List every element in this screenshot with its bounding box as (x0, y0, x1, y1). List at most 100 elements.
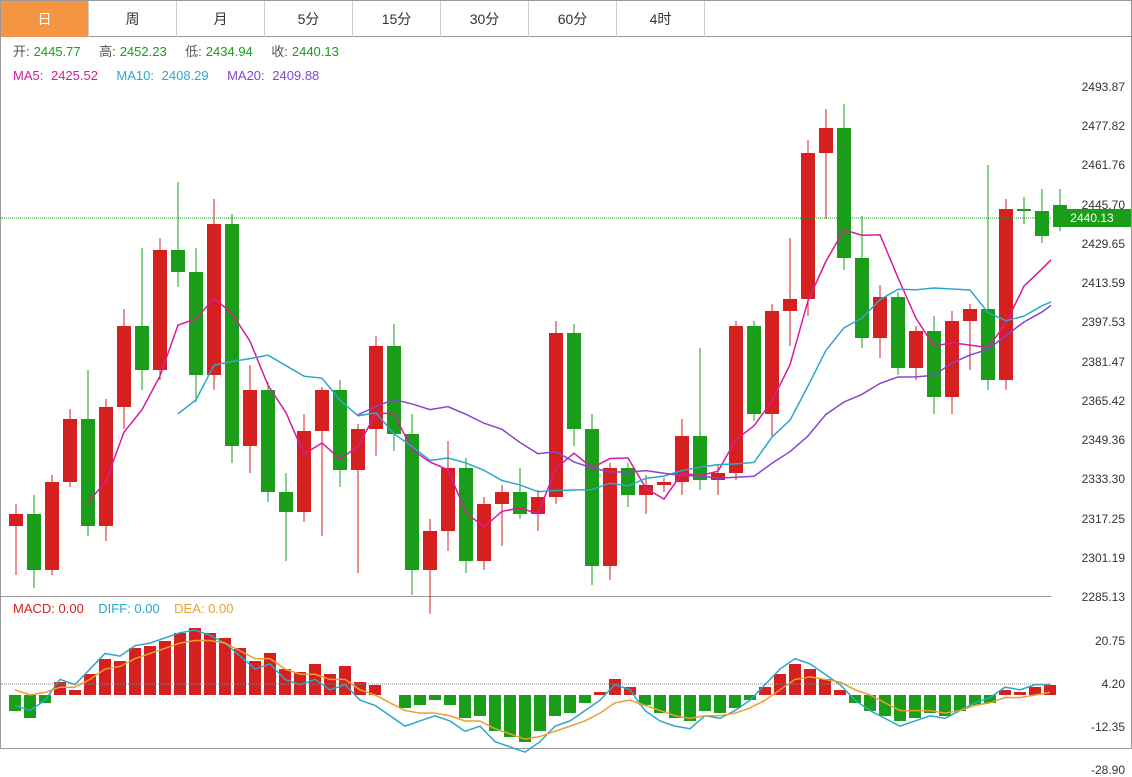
macd-bar (279, 669, 291, 695)
timeframe-tabs: 日周月5分15分30分60分4时 (1, 1, 1131, 37)
macd-bar (714, 695, 726, 713)
macd-bar (774, 674, 786, 695)
dea-value: 0.00 (208, 601, 233, 616)
ohlc-row: 开:2445.77 高:2452.23 低:2434.94 收:2440.13 (1, 37, 1131, 64)
candle (99, 87, 113, 597)
macd-bar (414, 695, 426, 705)
macd-bar (264, 653, 276, 695)
candle (315, 87, 329, 597)
macd-label: MACD: (13, 601, 55, 616)
macd-bar (99, 659, 111, 695)
candle (387, 87, 401, 597)
candle (999, 87, 1013, 597)
macd-row: MACD: 0.00 DIFF: 0.00 DEA: 0.00 (1, 597, 1131, 620)
candle (63, 87, 77, 597)
candle (891, 87, 905, 597)
y-tick: 2301.19 (1082, 551, 1125, 565)
macd-bar (789, 664, 801, 695)
candle (819, 87, 833, 597)
candle-area (9, 87, 1051, 596)
candle (1035, 87, 1049, 597)
tab-周[interactable]: 周 (89, 1, 177, 37)
ma20-value: 2409.88 (272, 68, 319, 83)
candle (495, 87, 509, 597)
current-price-tag: 2440.13 (1053, 209, 1131, 227)
candle (603, 87, 617, 597)
tab-4时[interactable]: 4时 (617, 1, 705, 37)
candle (981, 87, 995, 597)
macd-bar (579, 695, 591, 703)
macd-bar (309, 664, 321, 695)
y-tick: 2461.76 (1082, 158, 1125, 172)
macd-bar (429, 695, 441, 700)
tab-5分[interactable]: 5分 (265, 1, 353, 37)
ma-row: MA5: 2425.52 MA10: 2408.29 MA20: 2409.88 (1, 64, 1131, 87)
macd-bar (969, 695, 981, 705)
candle (801, 87, 815, 597)
candle (333, 87, 347, 597)
macd-bar (369, 685, 381, 695)
candle (909, 87, 923, 597)
candle (297, 87, 311, 597)
open-value: 2445.77 (34, 44, 81, 59)
tab-日[interactable]: 日 (1, 1, 89, 37)
tab-15分[interactable]: 15分 (353, 1, 441, 37)
macd-bar (9, 695, 21, 711)
candle (9, 87, 23, 597)
macd-bar (189, 628, 201, 695)
macd-bar (564, 695, 576, 713)
candle (207, 87, 221, 597)
candle (549, 87, 563, 597)
macd-y-tick: 20.75 (1095, 634, 1125, 648)
low-label: 低: (185, 44, 202, 59)
macd-bar (924, 695, 936, 713)
macd-bar (699, 695, 711, 711)
candle (693, 87, 707, 597)
macd-bar (909, 695, 921, 718)
candle (945, 87, 959, 597)
candle (513, 87, 527, 597)
candle (81, 87, 95, 597)
macd-bar (1014, 692, 1026, 695)
macd-chart[interactable]: 20.754.20-12.35-28.90 (1, 620, 1051, 770)
macd-bar (624, 687, 636, 695)
close-label: 收: (271, 44, 288, 59)
candle (477, 87, 491, 597)
macd-bar (984, 695, 996, 703)
y-tick: 2413.59 (1082, 276, 1125, 290)
macd-bar (879, 695, 891, 716)
candle (729, 87, 743, 597)
candle (783, 87, 797, 597)
diff-label: DIFF: (98, 601, 131, 616)
candle (279, 87, 293, 597)
candle (855, 87, 869, 597)
candlestick-chart[interactable]: 2493.872477.822461.762445.702429.652413.… (1, 87, 1051, 597)
candle (531, 87, 545, 597)
candle (711, 87, 725, 597)
y-tick: 2317.25 (1082, 512, 1125, 526)
candle (621, 87, 635, 597)
macd-bar (819, 679, 831, 695)
macd-bar (159, 641, 171, 695)
close-value: 2440.13 (292, 44, 339, 59)
macd-bar (339, 666, 351, 695)
tab-60分[interactable]: 60分 (529, 1, 617, 37)
tab-30分[interactable]: 30分 (441, 1, 529, 37)
macd-bar (534, 695, 546, 731)
macd-y-axis: 20.754.20-12.35-28.90 (1053, 620, 1131, 770)
macd-bar (894, 695, 906, 721)
macd-bar (609, 679, 621, 695)
macd-bar (249, 661, 261, 695)
candle (657, 87, 671, 597)
macd-y-tick: -12.35 (1091, 720, 1125, 734)
macd-bar (399, 695, 411, 708)
candle (261, 87, 275, 597)
macd-bar (549, 695, 561, 716)
candle (747, 87, 761, 597)
open-label: 开: (13, 44, 30, 59)
macd-bar-area (9, 620, 1051, 770)
macd-bar (669, 695, 681, 718)
candle (675, 87, 689, 597)
tab-月[interactable]: 月 (177, 1, 265, 37)
macd-bar (759, 687, 771, 695)
